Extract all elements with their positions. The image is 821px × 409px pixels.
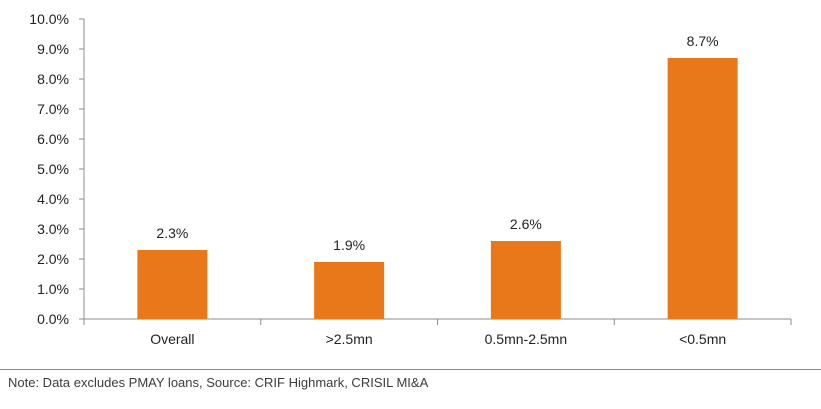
x-category-label: <0.5mn	[679, 331, 726, 347]
x-axis: Overall >2.5mn 0.5mn-2.5mn <0.5mn	[83, 318, 792, 347]
x-category-label: 0.5mn-2.5mn	[485, 331, 567, 347]
y-tick-label: 3.0%	[37, 221, 69, 237]
bar	[667, 58, 738, 319]
bar	[137, 250, 208, 319]
y-tick-label: 1.0%	[37, 281, 69, 297]
bar-value-label: 2.3%	[156, 225, 188, 241]
y-tick-label: 8.0%	[37, 71, 69, 87]
y-tick-label: 4.0%	[37, 191, 69, 207]
x-category-label: >2.5mn	[326, 331, 373, 347]
y-tick-label: 10.0%	[29, 11, 69, 27]
y-tick-label: 5.0%	[37, 161, 69, 177]
bar-value-label: 2.6%	[510, 216, 542, 232]
bar	[490, 241, 561, 319]
source-note: Note: Data excludes PMAY loans, Source: …	[8, 375, 429, 390]
note-divider	[0, 369, 821, 370]
y-tick-label: 6.0%	[37, 131, 69, 147]
y-tick-label: 2.0%	[37, 251, 69, 267]
x-category-label: Overall	[150, 331, 194, 347]
y-tick-label: 9.0%	[37, 41, 69, 57]
y-tick-label: 0.0%	[37, 311, 69, 327]
bar-chart: 0.0% 1.0% 2.0% 3.0% 4.0% 5.0% 6.0% 7.0% 8.0% 9.0%…	[29, 11, 792, 347]
bar-value-label: 1.9%	[333, 237, 365, 253]
data-labels: 2.3% 1.9% 2.6% 8.7%	[156, 33, 718, 253]
bars	[137, 58, 738, 319]
y-tick-label: 7.0%	[37, 101, 69, 117]
bar-value-label: 8.7%	[687, 33, 719, 49]
y-axis: 0.0% 1.0% 2.0% 3.0% 4.0% 5.0% 6.0% 7.0% 8.0% 9.0%…	[29, 11, 85, 327]
bar	[314, 262, 385, 319]
